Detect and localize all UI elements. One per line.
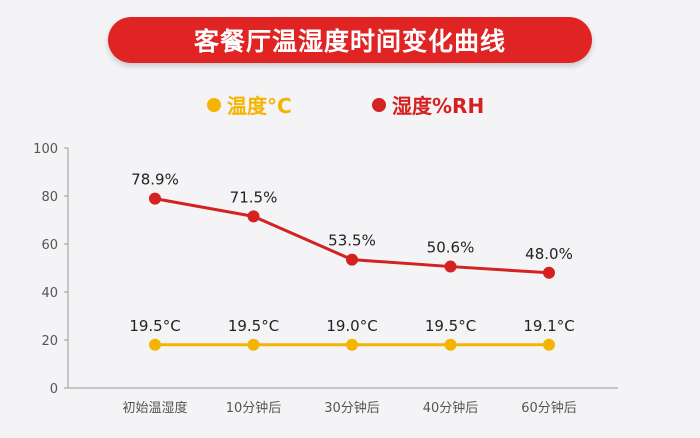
legend-humidity-marker [372,97,386,112]
y-tick-label: 40 [41,286,58,301]
data-label: 50.6% [427,239,475,257]
y-tick-label: 60 [41,238,58,253]
data-label: 19.5°C [129,317,180,335]
y-tick-label: 0 [50,382,58,397]
legend-humidity: 湿度%RH [372,90,484,119]
data-point [543,338,555,351]
x-tick-label: 30分钟后 [324,400,380,416]
legend-temperature: 温度°C [207,90,292,119]
legend-temperature-marker [207,97,221,112]
data-point [444,338,457,351]
data-point [149,338,161,351]
data-point [247,210,260,223]
data-label: 78.9% [131,171,179,189]
data-label: 19.0°C [326,317,377,335]
data-label: 19.1°C [523,317,574,335]
legend-temperature-label: 温度°C [227,94,292,118]
x-tick-label: 40分钟后 [423,400,479,416]
y-tick-label: 100 [33,142,58,157]
data-label: 53.5% [328,232,376,250]
data-point [543,266,555,279]
x-tick-label: 初始温湿度 [122,400,187,416]
data-point [444,260,457,273]
x-tick-label: 60分钟后 [521,400,577,416]
chart-title: 客餐厅温湿度时间变化曲线 [193,27,506,56]
data-point [149,192,161,205]
y-tick-label: 80 [41,190,58,205]
data-point [247,338,260,351]
data-label: 48.0% [525,245,573,263]
legend-humidity-label: 湿度%RH [392,94,485,118]
title-banner: 客餐厅温湿度时间变化曲线 [108,17,592,63]
data-point [346,338,358,351]
y-tick-label: 20 [41,334,58,349]
x-tick-label: 10分钟后 [226,400,282,416]
data-label: 19.5°C [228,317,279,335]
data-point [346,253,358,266]
data-label: 71.5% [230,188,278,206]
data-label: 19.5°C [425,317,476,335]
